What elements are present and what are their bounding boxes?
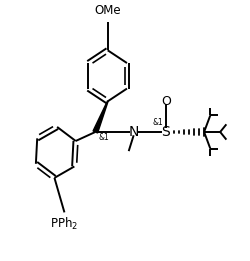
Text: PPh$_2$: PPh$_2$ [50, 216, 78, 232]
Text: S: S [162, 125, 170, 139]
Text: &1: &1 [98, 133, 109, 142]
Polygon shape [93, 101, 108, 133]
Text: O: O [161, 95, 171, 108]
Text: N: N [128, 125, 139, 139]
Text: OMe: OMe [94, 4, 121, 17]
Text: &1: &1 [152, 118, 163, 127]
